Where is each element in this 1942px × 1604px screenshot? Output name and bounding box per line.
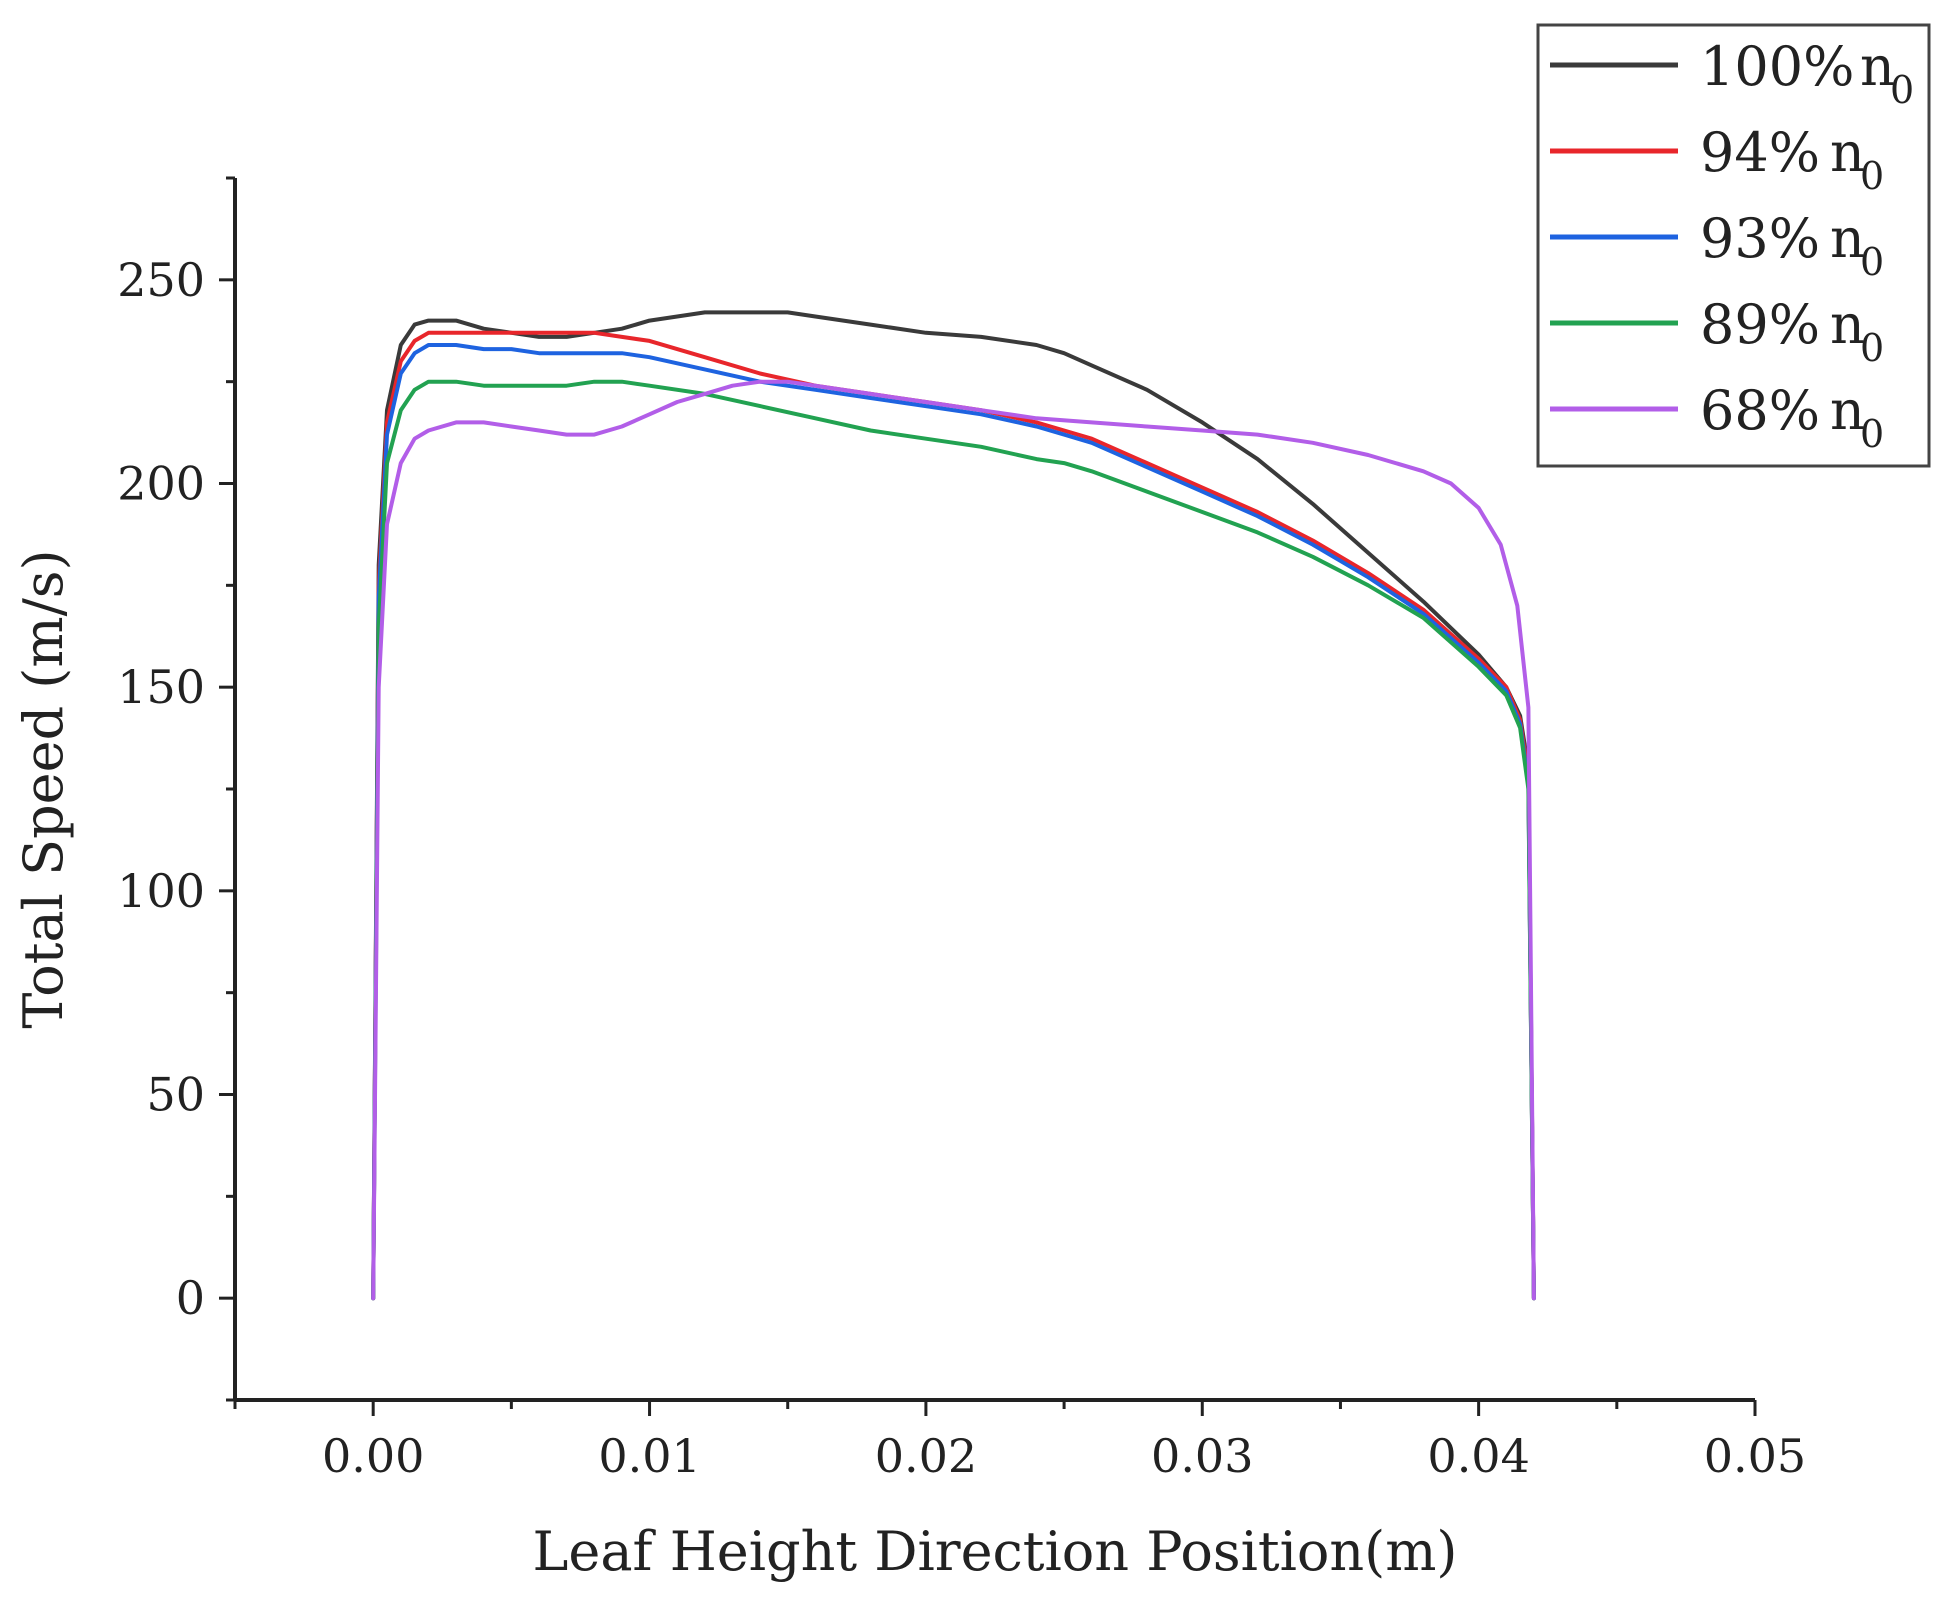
legend-label-n: n — [1830, 121, 1865, 184]
x-tick-label: 0.00 — [322, 1429, 424, 1483]
x-tick-label: 0.04 — [1427, 1429, 1529, 1483]
legend-label-n: n — [1830, 207, 1865, 270]
y-tick-label: 50 — [146, 1068, 205, 1122]
legend-label-n: n — [1830, 293, 1865, 356]
legend-label-n: n — [1830, 379, 1865, 442]
x-tick-label: 0.05 — [1704, 1429, 1806, 1483]
y-axis-title: Total Speed (m/s) — [12, 549, 75, 1028]
legend-box — [1536, 23, 1931, 468]
legend-label-percent: 93% — [1700, 207, 1820, 270]
series-line-4 — [371, 379, 1536, 1301]
legend-label-subscript: 0 — [1860, 240, 1884, 284]
series-line-2 — [371, 343, 1536, 1301]
legend-label-percent: 94% — [1700, 121, 1820, 184]
legend-label-subscript: 0 — [1860, 154, 1884, 198]
y-tick-label: 250 — [117, 253, 205, 307]
legend-label-percent: 89% — [1700, 293, 1820, 356]
legend-label-subscript: 0 — [1890, 68, 1914, 112]
x-tick-label: 0.01 — [598, 1429, 700, 1483]
legend-label-n: n — [1860, 35, 1895, 98]
legend-label-subscript: 0 — [1860, 412, 1884, 456]
legend-item: 68% n0 — [1550, 379, 1884, 456]
x-tick-label: 0.03 — [1151, 1429, 1253, 1483]
legend-item: 89% n0 — [1550, 293, 1884, 370]
y-tick-label: 150 — [117, 660, 205, 714]
series-line-1 — [371, 330, 1536, 1301]
legend-item: 93% n0 — [1550, 207, 1884, 284]
series-line-3 — [371, 379, 1536, 1301]
legend-item: 100% n0 — [1550, 35, 1914, 112]
x-axis-title: Leaf Height Direction Position(m) — [533, 1520, 1458, 1583]
legend-item: 94% n0 — [1550, 121, 1884, 198]
series-lines — [371, 310, 1536, 1301]
y-tick-label: 200 — [117, 457, 205, 511]
ticks: 0 50 100 150 200 250 0.00 0.01 0.02 0.03 0.04 0.05 — [117, 176, 1806, 1483]
legend-label-percent: 68% — [1700, 379, 1820, 442]
legend-label-subscript: 0 — [1860, 326, 1884, 370]
legend-label-percent: 100% — [1700, 35, 1854, 98]
y-tick-label: 100 — [117, 864, 205, 918]
y-tick-label: 0 — [176, 1271, 205, 1325]
series-line-0 — [371, 310, 1536, 1301]
x-tick-label: 0.02 — [875, 1429, 977, 1483]
